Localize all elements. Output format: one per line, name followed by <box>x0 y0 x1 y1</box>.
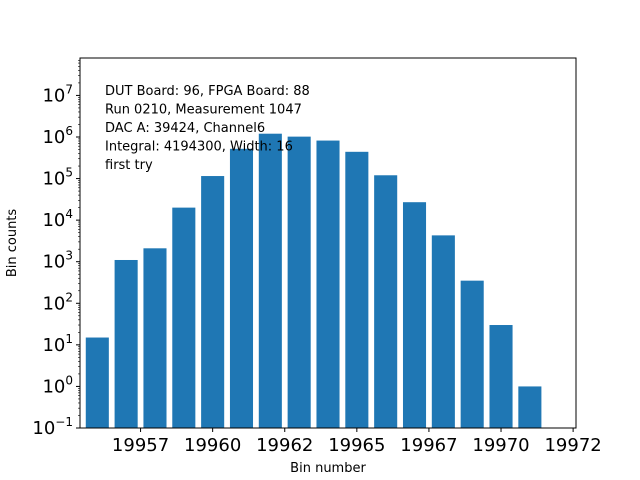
y-tick-label: 102 <box>42 290 73 314</box>
plot-frame <box>79 57 577 429</box>
x-axis-label: Bin number <box>290 461 366 476</box>
annotation-line: DUT Board: 96, FPGA Board: 88 <box>105 84 310 99</box>
y-tick-label: 105 <box>42 166 73 190</box>
y-axis-label: Bin counts <box>5 209 20 278</box>
bar <box>518 386 542 428</box>
bars-group <box>85 133 542 429</box>
y-tick-label: 103 <box>42 249 73 273</box>
y-tick-label: 106 <box>42 124 73 148</box>
x-tick-label: 19965 <box>328 435 385 456</box>
annotation-line: Run 0210, Measurement 1047 <box>105 103 302 118</box>
annotation-line: DAC A: 39424, Channel6 <box>105 121 265 136</box>
x-tick-label: 19972 <box>544 435 601 456</box>
annotation-line: first try <box>105 158 153 173</box>
x-tick-label: 19960 <box>184 435 241 456</box>
bar <box>172 207 196 428</box>
bar <box>287 136 311 428</box>
x-tick-label: 19970 <box>472 435 529 456</box>
x-tick-label: 19962 <box>256 435 313 456</box>
x-tick-label: 19957 <box>112 435 169 456</box>
y-tick-label: 101 <box>42 332 73 356</box>
annotation-block: DUT Board: 96, FPGA Board: 88 Run 0210, M… <box>105 84 310 173</box>
bar <box>114 259 138 428</box>
bar <box>229 148 254 429</box>
bar <box>316 140 340 428</box>
bar <box>85 337 109 428</box>
bar <box>143 248 167 428</box>
x-axis-ticks: 19957 19960 19962 19965 19967 19970 19972 <box>112 428 602 456</box>
annotation-line: Integral: 4194300, Width: 16 <box>105 140 293 155</box>
bar <box>258 133 282 428</box>
bar <box>374 175 398 428</box>
y-tick-label: 10−1 <box>32 415 73 439</box>
bar <box>489 325 513 428</box>
y-tick-label: 107 <box>42 82 73 106</box>
y-axis-ticks: 10−1 100 101 102 103 104 105 106 107 <box>32 59 80 439</box>
bar <box>201 176 225 428</box>
bar <box>431 235 455 428</box>
bar <box>402 202 427 428</box>
bar <box>345 151 369 428</box>
y-tick-label: 100 <box>42 373 73 397</box>
x-tick-label: 19967 <box>400 435 457 456</box>
y-tick-label: 104 <box>42 207 73 231</box>
bar <box>460 280 484 428</box>
